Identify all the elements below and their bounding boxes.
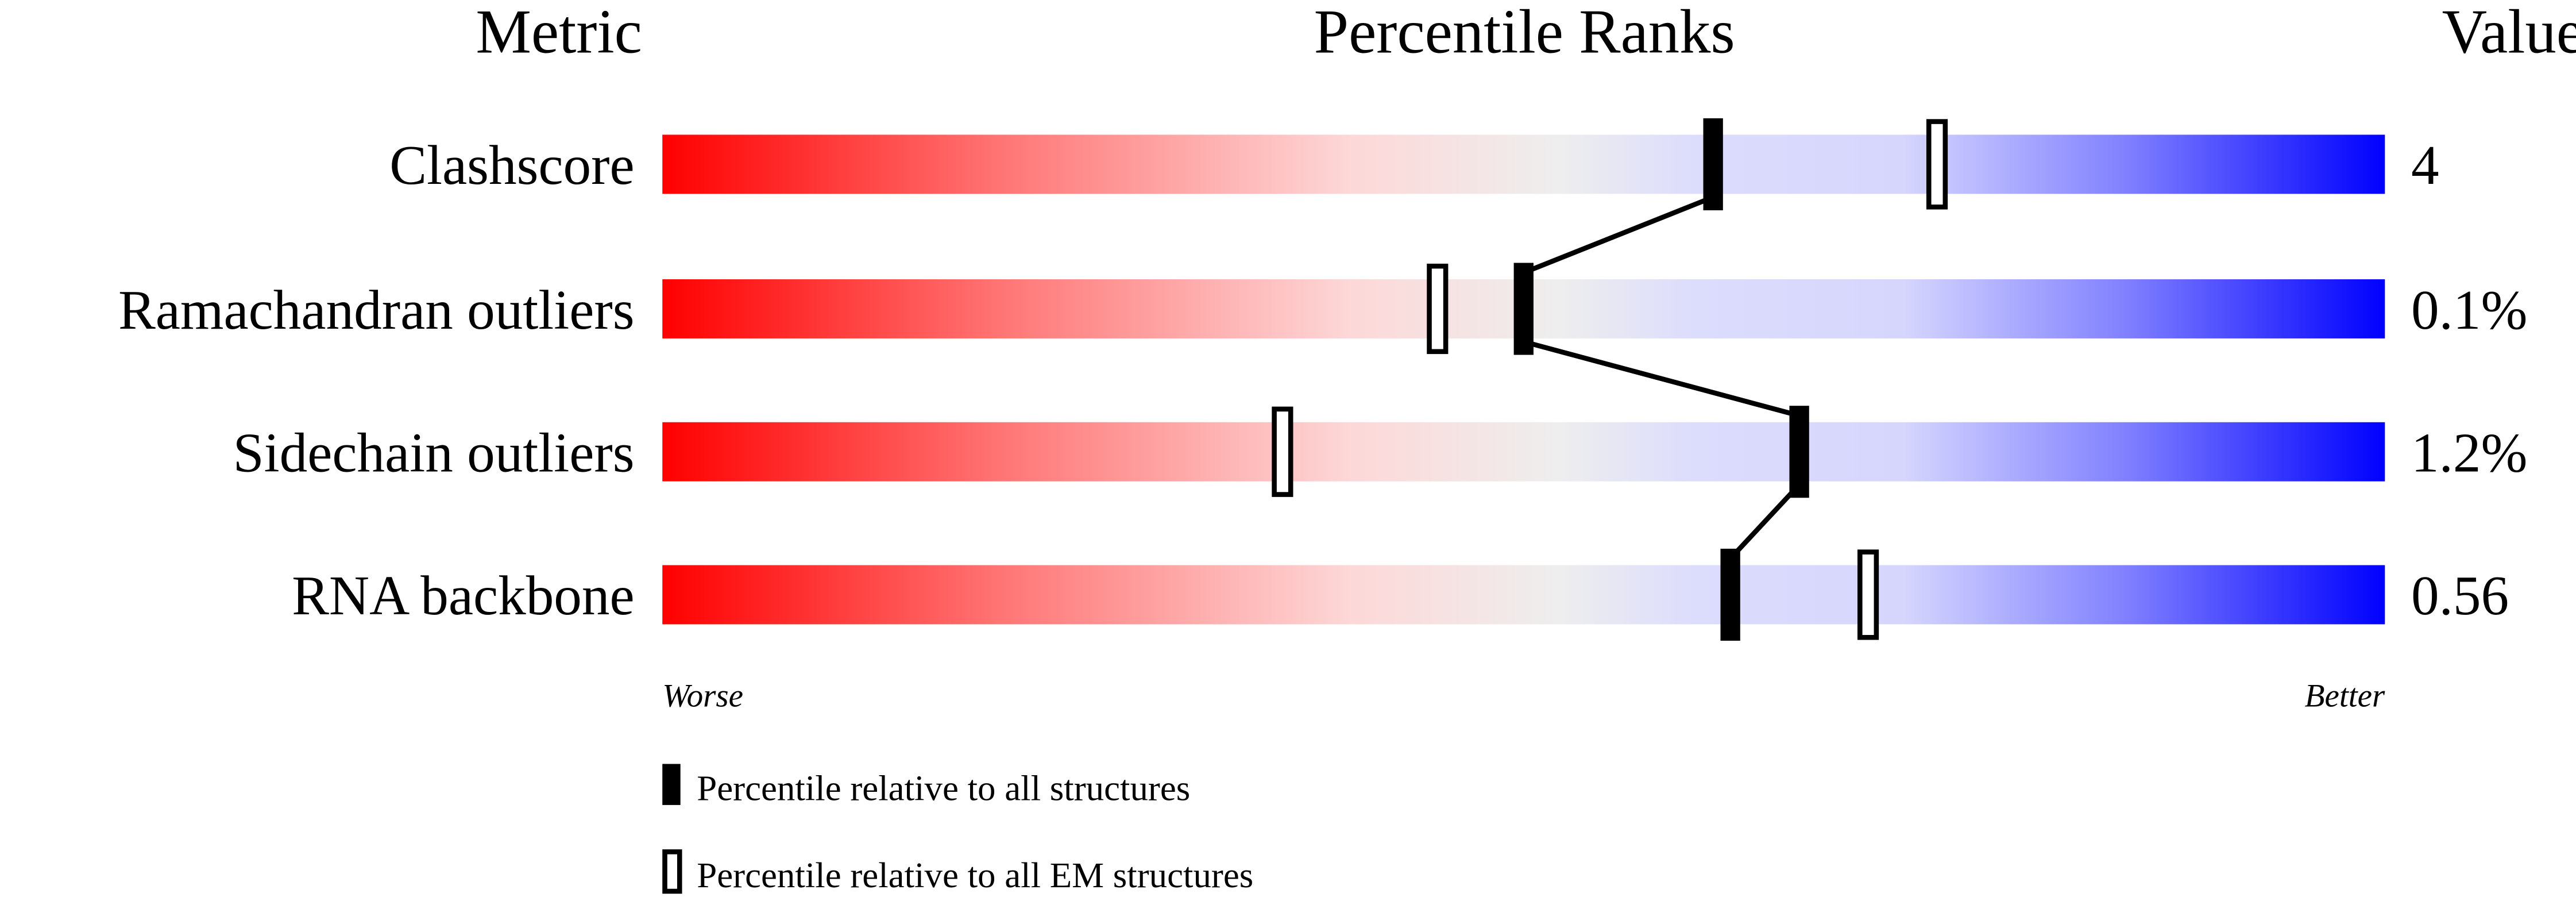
metric-value: 1.2%	[2411, 422, 2527, 484]
legend-label-em: Percentile relative to all EM structures	[697, 855, 1253, 895]
legend-filled-marker	[662, 764, 681, 805]
connector-line	[1728, 483, 1801, 560]
metric-value: 0.56	[2411, 565, 2509, 627]
connector-line	[1523, 195, 1714, 275]
metric-value: 4	[2411, 134, 2439, 197]
percentile-bar	[662, 565, 2385, 625]
legend-label-all: Percentile relative to all structures	[697, 768, 1190, 808]
metric-label: Ramachandran outliers	[118, 279, 635, 341]
header-value: Value	[2442, 0, 2576, 66]
legend-hollow-marker	[662, 849, 682, 894]
em-percentile-marker	[1857, 549, 1879, 640]
percentile-bar	[662, 422, 2385, 482]
axis-label-better: Better	[2305, 677, 2385, 714]
metric-label: Clashscore	[389, 134, 634, 197]
all-percentile-marker	[1703, 118, 1723, 210]
em-percentile-marker	[1427, 263, 1449, 355]
em-percentile-marker	[1926, 119, 1948, 210]
header-metric: Metric	[476, 0, 642, 66]
metric-value: 0.1%	[2411, 279, 2527, 341]
axis-label-worse: Worse	[662, 677, 743, 714]
all-percentile-marker	[1720, 548, 1740, 641]
em-percentile-marker	[1272, 406, 1293, 497]
connector-line	[1523, 339, 1800, 418]
metric-label: Sidechain outliers	[233, 422, 635, 484]
all-percentile-marker	[1513, 263, 1534, 355]
metric-label: RNA backbone	[292, 565, 635, 627]
percentile-bar	[662, 134, 2385, 194]
all-percentile-marker	[1789, 406, 1809, 498]
header-percentile-ranks: Percentile Ranks	[1314, 0, 1735, 66]
